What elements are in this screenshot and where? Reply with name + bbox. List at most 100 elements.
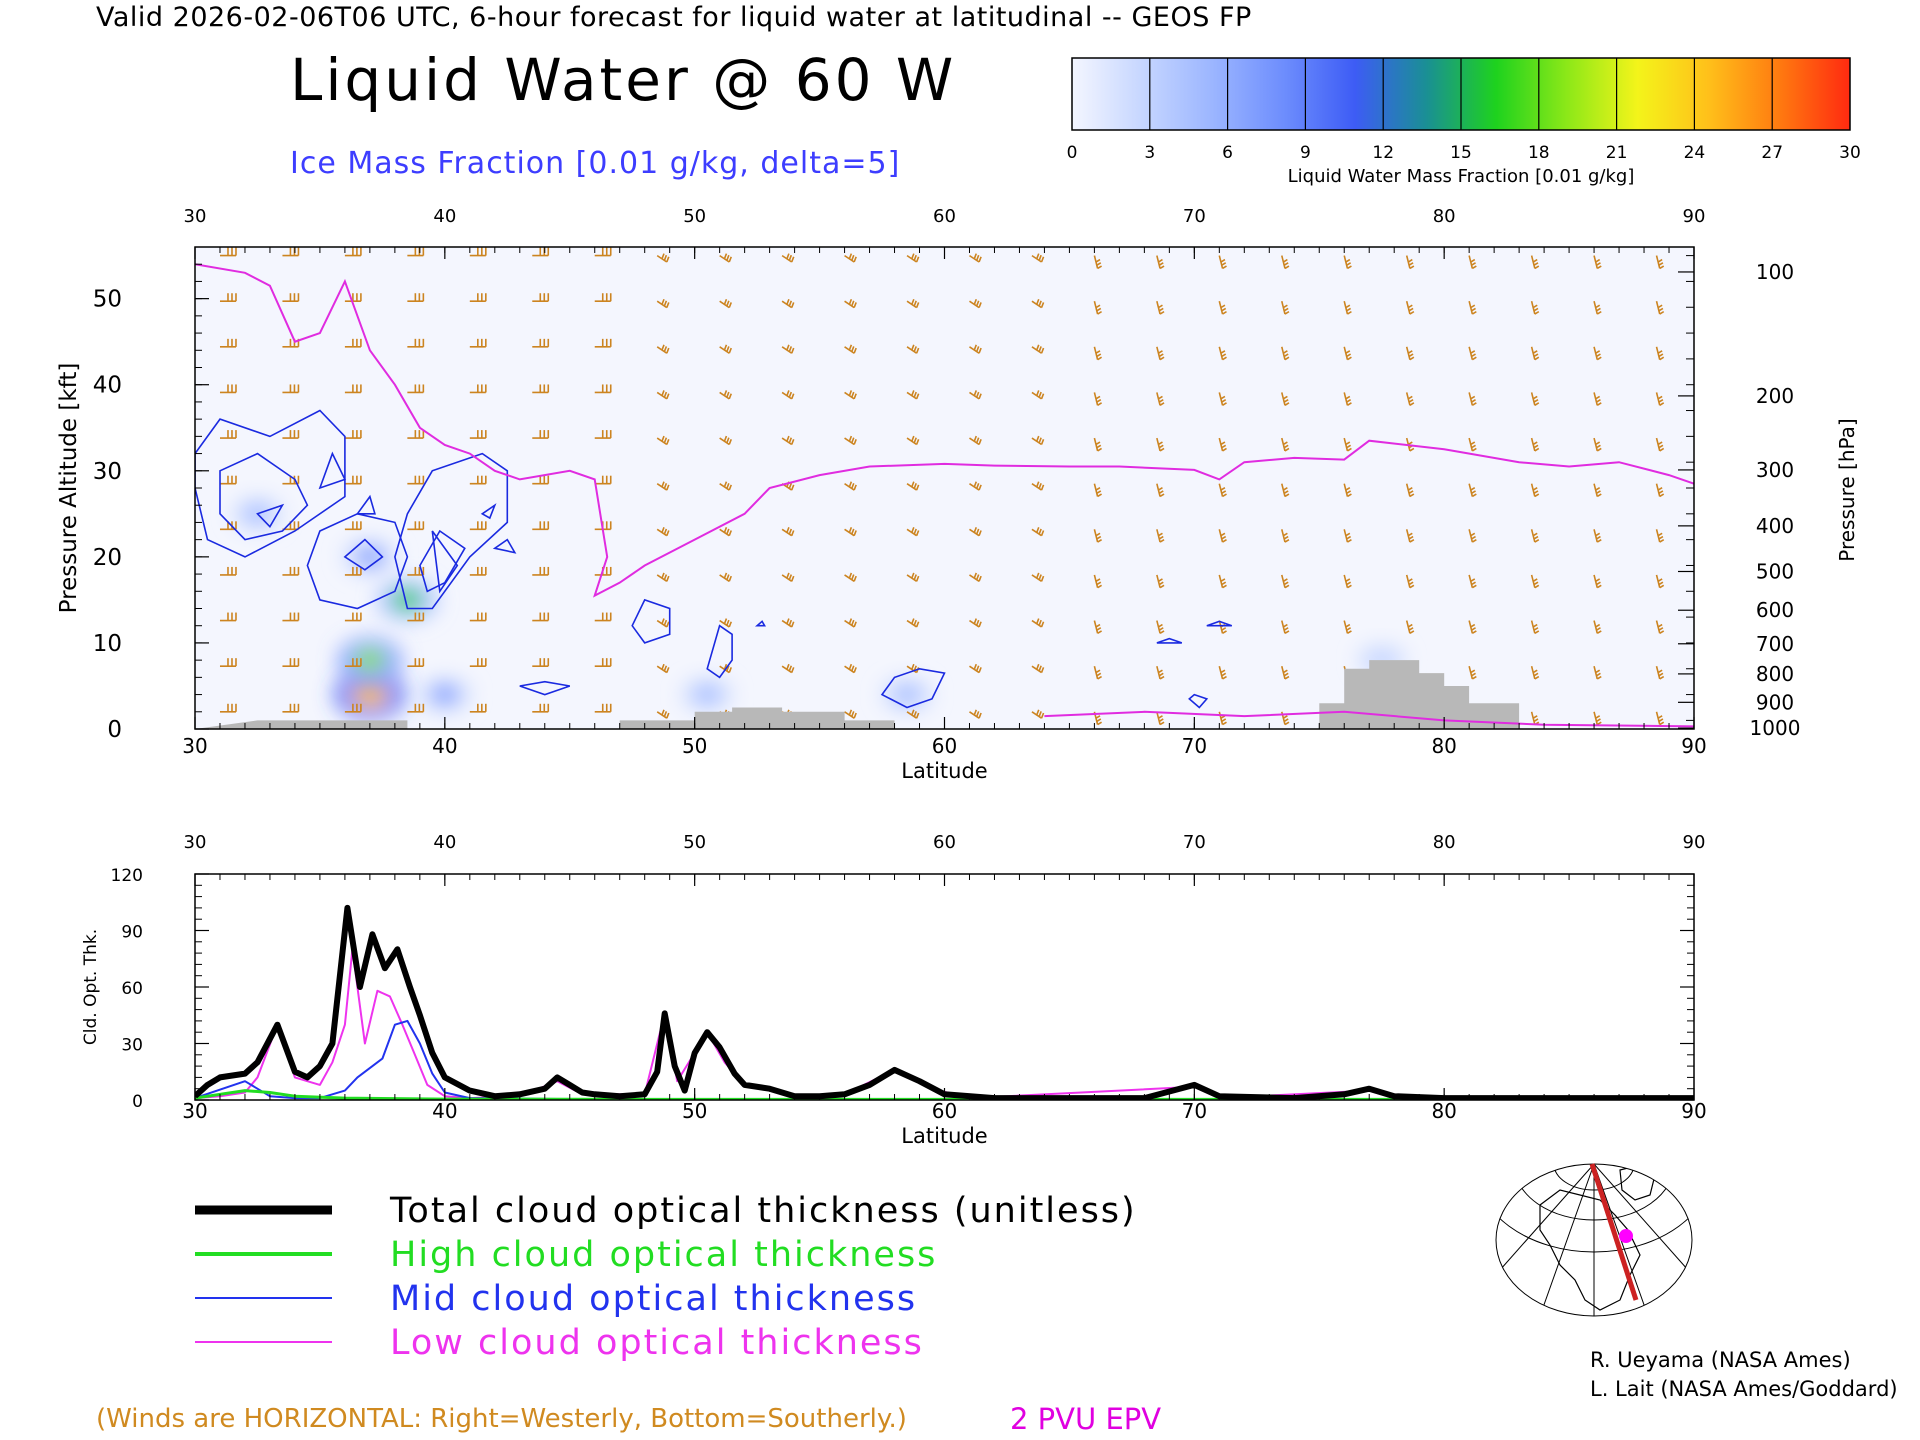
ice-contour: [480, 503, 497, 520]
wind-barb: [1593, 711, 1602, 726]
wind-barb: [1343, 392, 1352, 406]
wind-barb: [594, 658, 612, 667]
wind-barb: [469, 338, 487, 348]
wind-barb: [1655, 529, 1665, 543]
wind-barb: [1031, 481, 1045, 491]
wind-barb: [469, 384, 487, 394]
lower-axes: 30 30 40 40 50 50 60 60 70 70 80 80 90 90 0 30 60 90 120 La…: [81, 832, 1707, 1148]
wind-barb: [1655, 711, 1665, 726]
wind-barb: [594, 247, 612, 257]
colorbar-label: Liquid Water Mass Fraction [0.01 g/kg]: [1288, 166, 1635, 187]
colorbar-tick-label: 21: [1606, 143, 1628, 163]
lower-y-tick-label: 0: [132, 1092, 143, 1112]
upper-x-axis-label: Latitude: [901, 759, 987, 783]
epv-note: 2 PVU EPV: [1010, 1402, 1162, 1436]
wind-barb: [1031, 298, 1045, 309]
wind-barb: [1218, 711, 1227, 726]
colorbar-tick-label: 27: [1761, 143, 1783, 163]
wind-barb: [1593, 392, 1602, 406]
wind-barb: [781, 618, 795, 628]
wind-barb: [282, 566, 300, 576]
lower-x-tick-label: 50: [682, 1099, 707, 1123]
upper-x-tick-label: 80: [1431, 734, 1456, 758]
upper-x-tick-label: 60: [932, 734, 957, 758]
upper-axes: 3030404050506060707080809090010203040501…: [56, 206, 1859, 783]
wind-barb: [906, 709, 920, 719]
wind-barb: [1280, 301, 1290, 315]
wind-barb: [1655, 665, 1665, 680]
wind-barb: [1031, 344, 1045, 354]
header-line: Valid 2026-02-06T06 UTC, 6-hour forecast…: [96, 2, 1252, 33]
map-point: [1619, 1229, 1633, 1243]
wind-barb: [1655, 346, 1665, 361]
wind-barb: [219, 703, 237, 713]
ice-contour: [1188, 693, 1209, 709]
wind-barb: [532, 338, 550, 348]
wind-barb: [1468, 620, 1477, 635]
wind-barb: [1156, 392, 1165, 406]
wind-barb: [844, 390, 857, 400]
map-graticule: [1496, 1164, 1692, 1316]
wind-barb: [656, 435, 670, 446]
wind-barb: [219, 566, 237, 576]
wind-barb: [656, 253, 670, 263]
wind-barb: [407, 612, 425, 622]
wind-barb: [781, 390, 795, 400]
wind-barb: [781, 572, 795, 582]
wind-barb: [844, 253, 857, 263]
wind-barb: [844, 663, 857, 674]
upper-y-tick-label: 10: [93, 631, 122, 657]
wind-barb: [1218, 665, 1227, 680]
wind-barb: [1280, 529, 1290, 543]
ice-contour: [394, 452, 509, 610]
wind-barb: [1031, 253, 1045, 263]
wind-barb: [969, 435, 982, 446]
wind-barb: [1655, 392, 1665, 406]
wind-barb: [344, 338, 362, 348]
lower-top-tick-label: 40: [433, 832, 456, 853]
wind-barb: [1593, 437, 1602, 452]
wind-barb: [969, 572, 982, 582]
wind-barb: [532, 521, 550, 531]
wind-barb: [344, 703, 362, 713]
wind-barb: [1655, 483, 1665, 498]
wind-barb: [1405, 620, 1415, 635]
wind-barb: [781, 253, 795, 263]
upper-top-tick-label: 90: [1683, 206, 1706, 227]
wind-barb: [469, 658, 487, 667]
wind-barb: [906, 618, 920, 628]
wind-barb: [1093, 437, 1103, 452]
wind-barb: [1280, 665, 1290, 680]
wind-barb: [469, 703, 487, 713]
wind-barb: [1468, 301, 1477, 315]
wind-barb: [1593, 529, 1602, 543]
wind-barb: [532, 566, 550, 576]
wind-barb: [844, 709, 857, 719]
lower-top-tick-label: 80: [1433, 832, 1456, 853]
wind-barb: [1156, 665, 1165, 680]
wind-barb: [1031, 572, 1045, 582]
wind-barb: [906, 435, 920, 446]
liquid-water-blob: [333, 668, 407, 721]
wind-barb: [844, 618, 857, 628]
wind-barb: [219, 430, 237, 439]
colorbar: 0 3 6 9 12 15 18 21 24 27 30 Liquid Water Mass Frac…: [1067, 57, 1861, 187]
wind-barb: [407, 521, 425, 531]
liquid-water-blob: [418, 676, 472, 713]
colorbar-tick-label: 9: [1300, 143, 1311, 163]
wind-barb: [594, 384, 612, 394]
map-coastline-north-america: [1539, 1189, 1641, 1311]
ice-contour: [1156, 637, 1183, 644]
wind-barb: [719, 298, 732, 309]
wind-barb: [1218, 255, 1227, 270]
wind-barb: [1530, 483, 1540, 498]
lower-top-tick-label: 50: [683, 832, 706, 853]
wind-barb: [532, 384, 550, 394]
upper-x-tick-label: 40: [432, 734, 457, 758]
ice-contour: [195, 409, 346, 558]
colorbar-tick-label: 0: [1067, 143, 1078, 163]
wind-barb: [1218, 483, 1227, 498]
wind-barb: [594, 703, 612, 713]
pressure-tick-label: 1000: [1750, 716, 1801, 740]
pressure-tick-label: 200: [1756, 384, 1794, 408]
